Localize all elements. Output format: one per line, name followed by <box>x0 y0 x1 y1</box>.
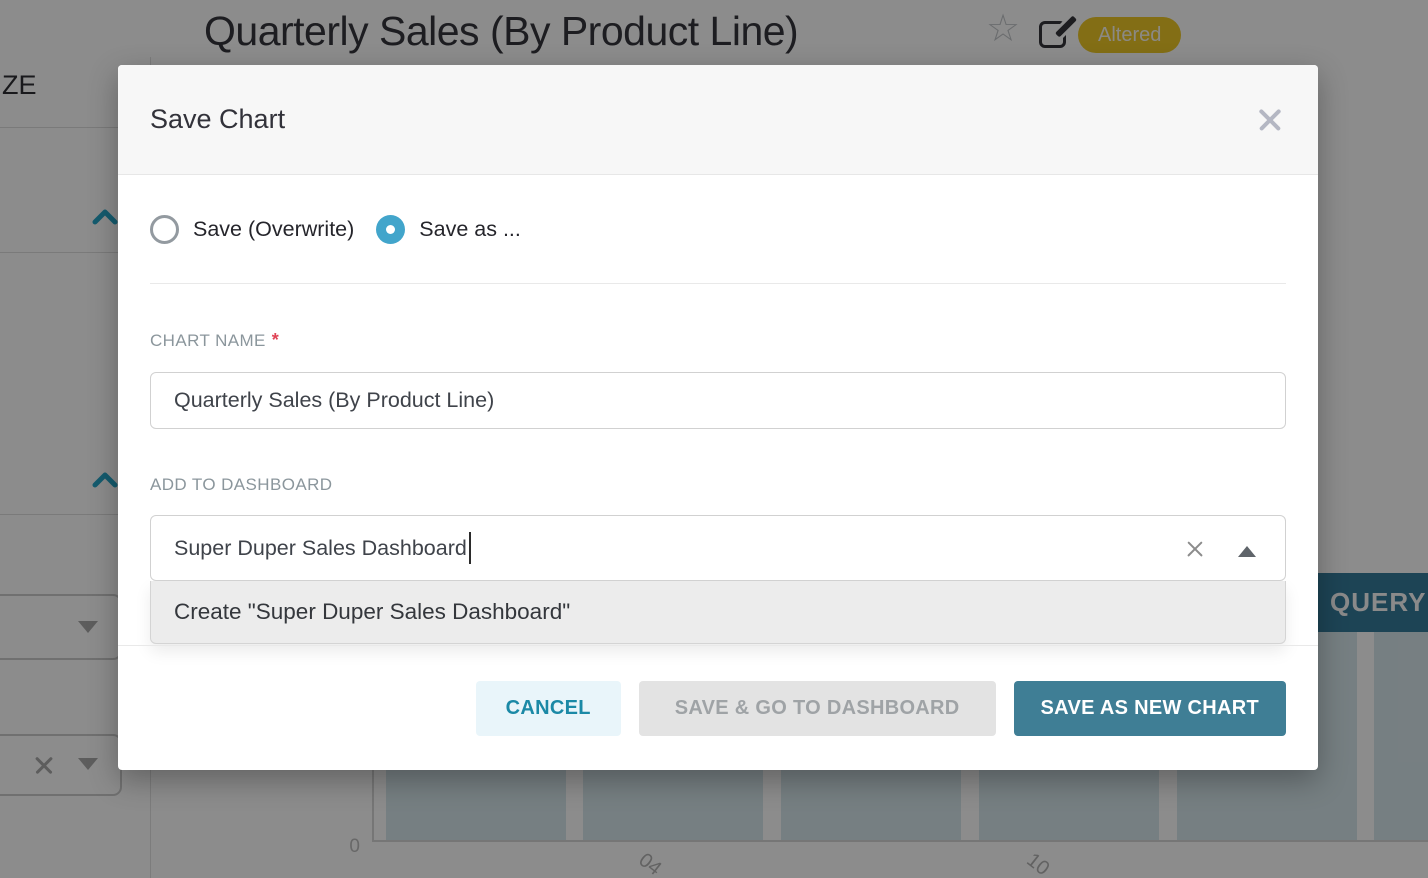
edit-properties-icon[interactable] <box>1039 15 1077 48</box>
add-to-dashboard-label: ADD TO DASHBOARD <box>150 475 333 494</box>
collapse-chevron-up-icon[interactable] <box>92 208 118 225</box>
dashboard-select[interactable]: Super Duper Sales Dashboard <box>150 515 1286 581</box>
control-select[interactable] <box>0 734 122 796</box>
text-cursor <box>468 532 471 564</box>
chart-name-label: CHART NAME * <box>150 330 1286 351</box>
chevron-down-icon[interactable] <box>78 621 98 633</box>
panel-divider <box>0 252 150 253</box>
chevron-down-icon[interactable] <box>78 758 98 770</box>
radio-save-as[interactable]: Save as ... <box>376 215 521 244</box>
modal-footer: CANCEL SAVE & GO TO DASHBOARD SAVE AS NE… <box>118 645 1318 770</box>
collapse-chevron-up-icon[interactable] <box>92 471 118 488</box>
panel-divider <box>0 514 150 515</box>
chevron-up-icon[interactable] <box>1238 546 1256 557</box>
dashboard-create-option[interactable]: Create "Super Duper Sales Dashboard" <box>150 581 1286 644</box>
chart-name-label-text: CHART NAME <box>150 331 266 350</box>
chart-name-input[interactable] <box>150 372 1286 429</box>
run-query-button[interactable]: QUERY <box>1317 573 1428 632</box>
modal-header: Save Chart <box>118 65 1318 175</box>
altered-badge[interactable]: Altered <box>1078 17 1182 53</box>
favorite-star-icon[interactable]: ☆ <box>986 8 1021 50</box>
panel-divider <box>0 127 150 128</box>
dashboard-select-value: Super Duper Sales Dashboard <box>174 535 467 560</box>
clear-icon[interactable] <box>1186 540 1204 558</box>
radio-label: Save (Overwrite) <box>193 217 355 241</box>
close-icon[interactable] <box>1254 104 1286 136</box>
radio-circle-unselected[interactable] <box>150 215 179 244</box>
cancel-button[interactable]: CANCEL <box>475 681 621 736</box>
tab-customize-fragment[interactable]: ZE <box>2 70 37 100</box>
save-as-new-chart-button[interactable]: SAVE AS NEW CHART <box>1013 681 1286 736</box>
divider <box>150 283 1286 284</box>
radio-save-overwrite[interactable]: Save (Overwrite) <box>150 215 354 244</box>
save-go-to-dashboard-button[interactable]: SAVE & GO TO DASHBOARD <box>638 681 996 736</box>
x-axis-line <box>372 840 1428 842</box>
y-axis-zero-label: 0 <box>349 836 360 857</box>
chart-title[interactable]: Quarterly Sales (By Product Line) <box>204 8 799 54</box>
modal-body: Save (Overwrite) Save as ... CHART NAME *… <box>118 175 1318 644</box>
save-chart-modal: Save Chart Save (Overwrite) Save as ... … <box>118 65 1318 770</box>
modal-title: Save Chart <box>150 104 286 134</box>
radio-label: Save as ... <box>419 217 521 241</box>
save-mode-radio-group: Save (Overwrite) Save as ... <box>150 215 1286 244</box>
edit-square <box>1039 21 1066 48</box>
radio-circle-selected[interactable] <box>376 215 406 244</box>
required-asterisk: * <box>271 330 280 350</box>
